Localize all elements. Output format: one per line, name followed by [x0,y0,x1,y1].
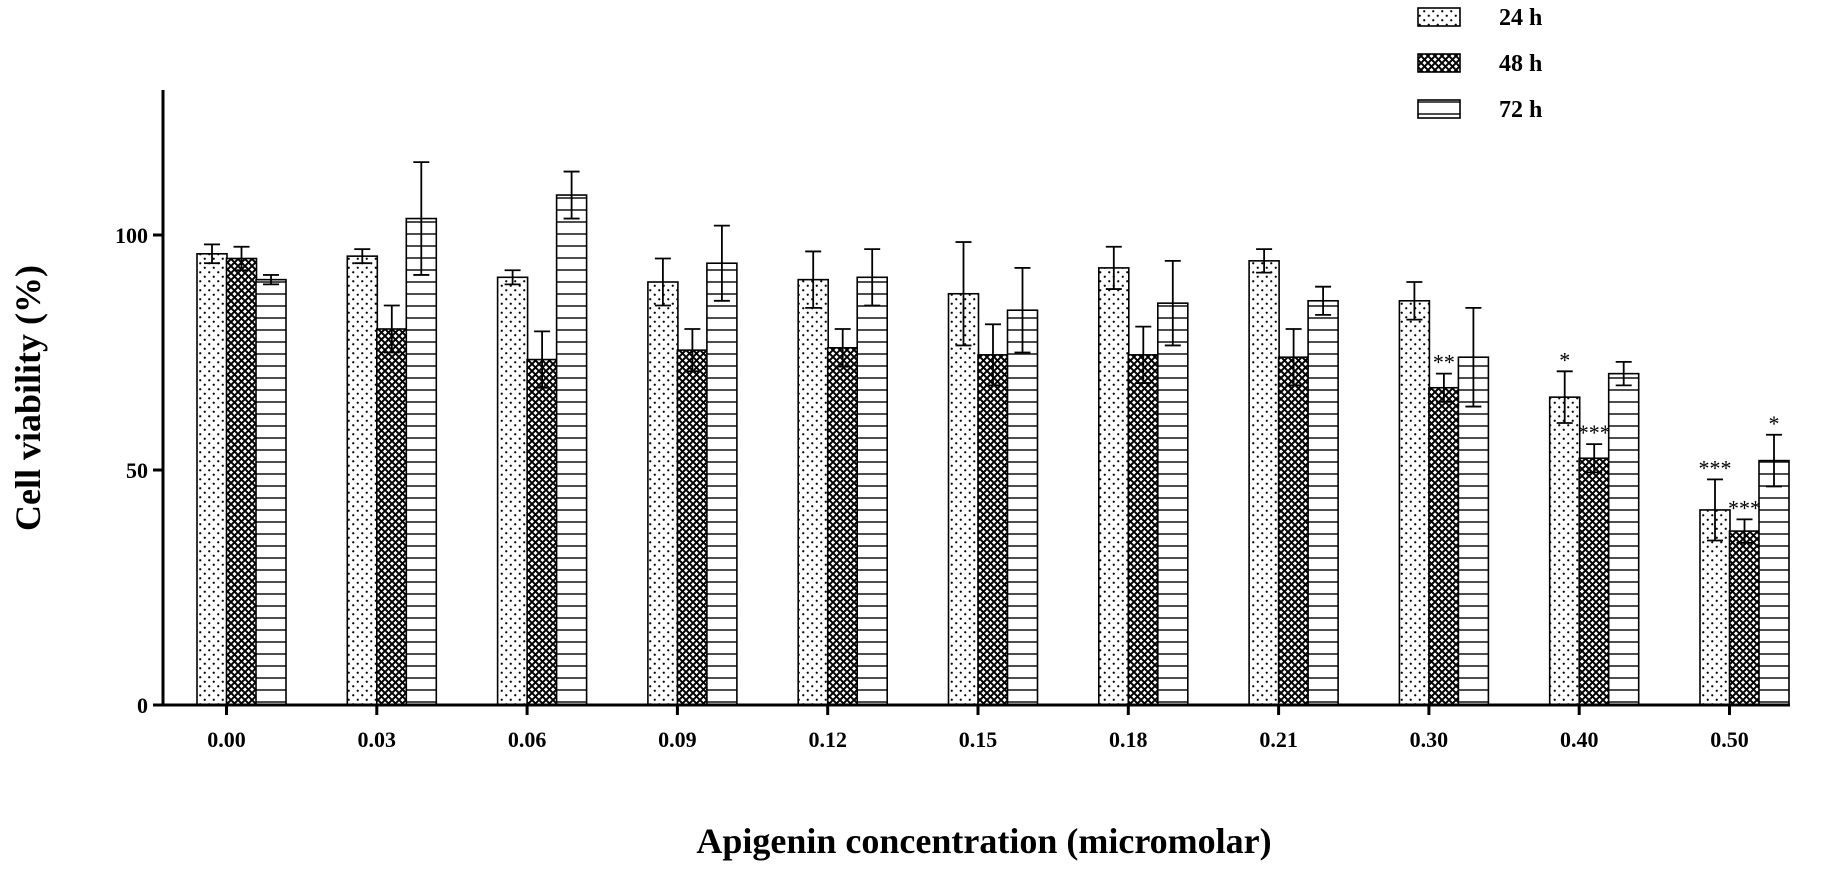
legend-label: 72 h [1499,97,1542,123]
bar [1307,299,1339,706]
bar [1758,459,1790,706]
y-tick-label: 0 [137,693,148,718]
bar [1699,509,1731,706]
y-axis-title: Cell viability (%) [8,265,48,531]
bar [1006,309,1039,706]
error-bars-layer [204,161,1782,544]
bar [1578,457,1610,706]
significance-marker: ** [1433,350,1455,375]
bar [1277,356,1310,706]
bar [1457,356,1490,706]
legend-label: 48 h [1499,51,1542,77]
significance-marker: *** [1728,495,1761,520]
bar [1398,299,1431,706]
bar [1548,396,1581,706]
bar [977,354,1009,706]
bar [255,278,287,706]
bar [1607,372,1640,706]
bar [555,194,588,706]
x-tick-label: 0.18 [1109,727,1148,752]
legend: 24 h 48 h 72 h [1417,5,1542,123]
y-tick-label: 100 [115,223,148,248]
significance-marker: *** [1578,420,1611,445]
significance-marker: *** [1699,455,1732,480]
bar [826,346,859,706]
bar [375,328,408,706]
bar [856,276,889,706]
x-tick-label: 0.09 [658,727,697,752]
bar [196,253,228,706]
x-tick-label: 0.40 [1560,727,1599,752]
x-tick-label: 0.21 [1259,727,1298,752]
x-tick-label: 0.00 [207,727,246,752]
bar [1127,354,1160,706]
x-tick-label: 0.06 [508,727,547,752]
bar [1428,386,1460,706]
bar [676,349,709,706]
x-tick-label: 0.50 [1710,727,1749,752]
x-ticks: 0.00 0.03 0.06 0.09 0.12 0.15 0.18 0.21 0.30 0.40… [207,705,1749,752]
legend-swatch [1417,53,1461,73]
bar [346,255,379,706]
x-tick-label: 0.03 [358,727,397,752]
x-tick-label: 0.12 [808,727,847,752]
legend-label: 24 h [1499,5,1542,31]
bar [797,278,830,706]
bar [526,358,558,706]
bar [947,292,980,706]
bar [496,276,529,706]
bar [647,281,679,706]
bar [405,217,438,706]
legend-swatch [1417,99,1461,119]
x-tick-label: 0.30 [1410,727,1449,752]
significance-marker: * [1559,347,1570,372]
y-tick-label: 50 [126,458,148,483]
bar [1157,302,1189,706]
bar [225,257,258,706]
bar [1098,267,1130,706]
bar [1248,260,1280,706]
significance-layer: ** *********** [1433,347,1780,520]
y-ticks: 0 50 100 [115,223,163,718]
x-tick-label: 0.15 [959,727,998,752]
bar [706,262,738,706]
bar [1728,530,1761,706]
legend-swatch [1417,7,1461,27]
bars-layer [196,194,1790,706]
significance-marker: * [1769,411,1780,436]
x-axis-title: Apigenin concentration (micromolar) [696,821,1271,861]
